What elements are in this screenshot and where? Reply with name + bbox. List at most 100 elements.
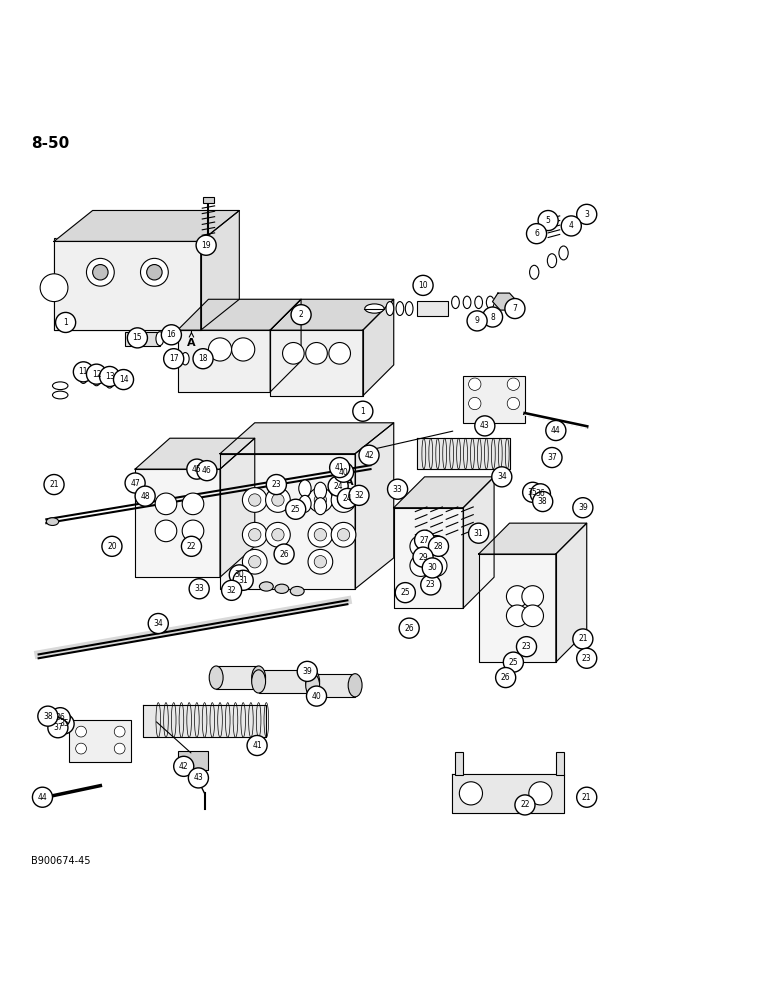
Ellipse shape [209,666,223,689]
Ellipse shape [52,391,68,399]
Text: 17: 17 [169,354,178,363]
Circle shape [496,668,516,688]
Circle shape [503,652,523,672]
Bar [455,752,463,775]
Polygon shape [493,293,517,310]
Polygon shape [270,299,301,392]
Ellipse shape [396,302,404,315]
Circle shape [114,743,125,754]
Text: 38: 38 [538,497,547,506]
Circle shape [44,475,64,495]
Polygon shape [135,438,255,469]
Polygon shape [394,477,494,508]
Text: 24: 24 [343,494,352,503]
Circle shape [32,787,52,807]
Circle shape [242,522,267,547]
Polygon shape [363,299,394,396]
Circle shape [506,586,528,607]
Text: 21: 21 [49,480,59,489]
Text: A: A [345,470,354,487]
Bar [203,197,214,203]
Circle shape [76,726,86,737]
Circle shape [308,522,333,547]
Circle shape [538,211,558,231]
Circle shape [174,756,194,776]
Ellipse shape [486,296,494,309]
Ellipse shape [290,586,304,596]
Polygon shape [178,299,301,330]
Polygon shape [54,211,239,241]
Text: 38: 38 [43,712,52,721]
Ellipse shape [164,353,172,365]
Text: 16: 16 [167,330,176,339]
Polygon shape [220,454,355,589]
Text: 36: 36 [56,713,65,722]
Polygon shape [201,211,239,330]
Bar [556,752,564,775]
Circle shape [395,583,415,603]
Circle shape [530,484,550,504]
Ellipse shape [119,370,133,387]
Text: 23: 23 [522,642,531,651]
Circle shape [314,494,327,506]
Circle shape [196,235,216,255]
Ellipse shape [405,302,413,315]
Text: 26: 26 [279,550,289,559]
Circle shape [546,420,566,441]
Text: 5: 5 [546,216,550,225]
Circle shape [308,488,333,512]
Circle shape [93,265,108,280]
Circle shape [331,522,356,547]
Circle shape [297,661,317,681]
Circle shape [306,343,327,364]
Ellipse shape [314,498,327,515]
Circle shape [337,494,350,506]
Circle shape [413,275,433,295]
Circle shape [141,258,168,286]
Circle shape [73,362,93,382]
Text: 46: 46 [202,466,212,475]
Circle shape [505,299,525,319]
Circle shape [249,556,261,568]
Text: 21: 21 [578,634,587,643]
Ellipse shape [259,582,273,591]
Circle shape [492,467,512,487]
Text: 35: 35 [59,719,69,728]
Circle shape [577,648,597,668]
Circle shape [147,265,162,280]
Circle shape [353,401,373,421]
Ellipse shape [530,265,539,279]
Ellipse shape [386,302,394,315]
Ellipse shape [299,480,311,497]
Ellipse shape [275,584,289,593]
Text: 47: 47 [130,479,140,488]
Polygon shape [463,477,494,608]
Circle shape [359,445,379,465]
Text: 25: 25 [509,658,518,667]
Text: 23: 23 [582,654,591,663]
Text: B900674-45: B900674-45 [31,856,90,866]
Polygon shape [143,705,266,737]
Circle shape [459,782,482,805]
Polygon shape [178,330,270,392]
Ellipse shape [314,482,327,499]
Text: 31: 31 [474,529,483,538]
Circle shape [242,488,267,512]
Circle shape [469,523,489,543]
Text: 9: 9 [475,316,479,325]
Polygon shape [417,438,510,469]
Circle shape [331,488,356,512]
Text: 24: 24 [334,482,343,491]
Circle shape [522,586,543,607]
Circle shape [102,536,122,556]
Text: 18: 18 [198,354,208,363]
Circle shape [283,343,304,364]
Polygon shape [270,330,363,396]
Text: 37: 37 [53,723,63,732]
Circle shape [274,544,294,564]
Ellipse shape [93,375,100,386]
Circle shape [188,768,208,788]
Text: 45: 45 [192,465,201,474]
FancyBboxPatch shape [178,751,208,770]
Circle shape [328,476,348,496]
